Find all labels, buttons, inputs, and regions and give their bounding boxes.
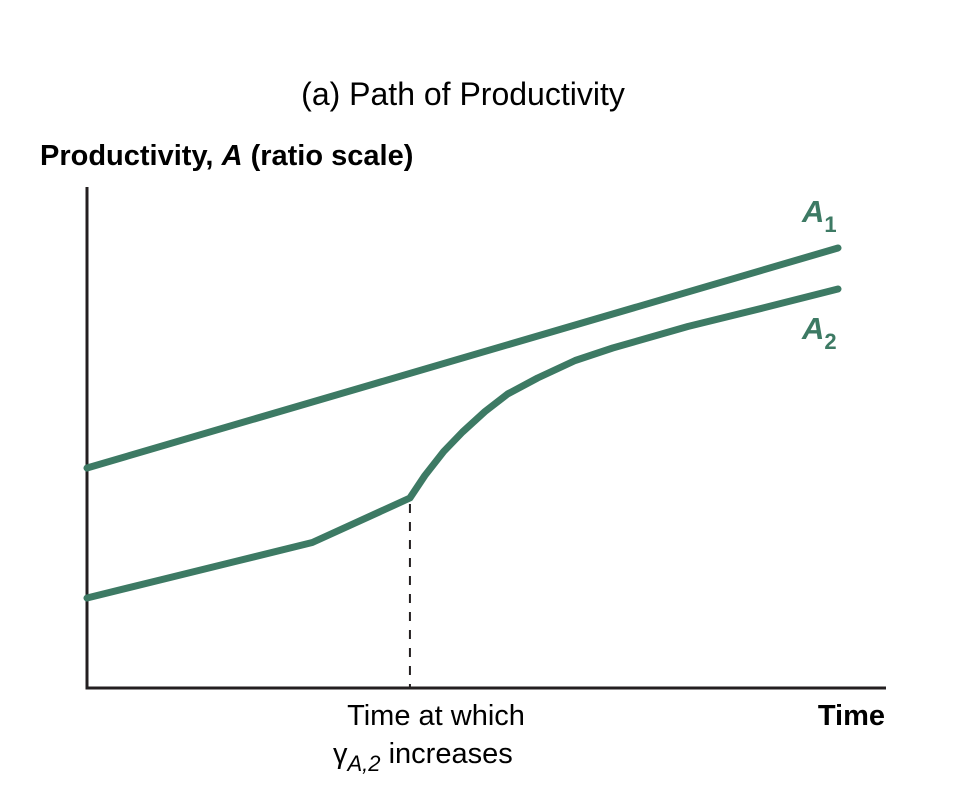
series-a2-label-main: A [801, 311, 824, 346]
series-a1-label: A1 [801, 194, 837, 237]
y-axis-label-prefix: Productivity, [40, 140, 222, 172]
y-axis-label-suffix: (ratio scale) [243, 140, 414, 172]
marker-label-increases: increases [381, 738, 513, 770]
series-a2-label-sub: 2 [824, 329, 836, 354]
chart-title: (a) Path of Productivity [301, 76, 625, 112]
marker-label-line2: γA,2 increases [333, 738, 513, 776]
series-a2-line [83, 285, 842, 602]
x-axis-label: Time [818, 700, 885, 732]
gamma-subscript: A,2 [346, 751, 381, 776]
gamma-symbol: γ [333, 738, 348, 770]
series-a1-label-sub: 1 [824, 212, 836, 237]
series-a1-label-main: A [801, 194, 824, 229]
series-a2-label: A2 [801, 311, 837, 354]
series-a1-line [83, 244, 842, 472]
marker-label-line1: Time at which [347, 700, 525, 732]
y-axis-label-variable: A [221, 140, 243, 172]
y-axis-label: Productivity, A (ratio scale) [40, 140, 413, 172]
